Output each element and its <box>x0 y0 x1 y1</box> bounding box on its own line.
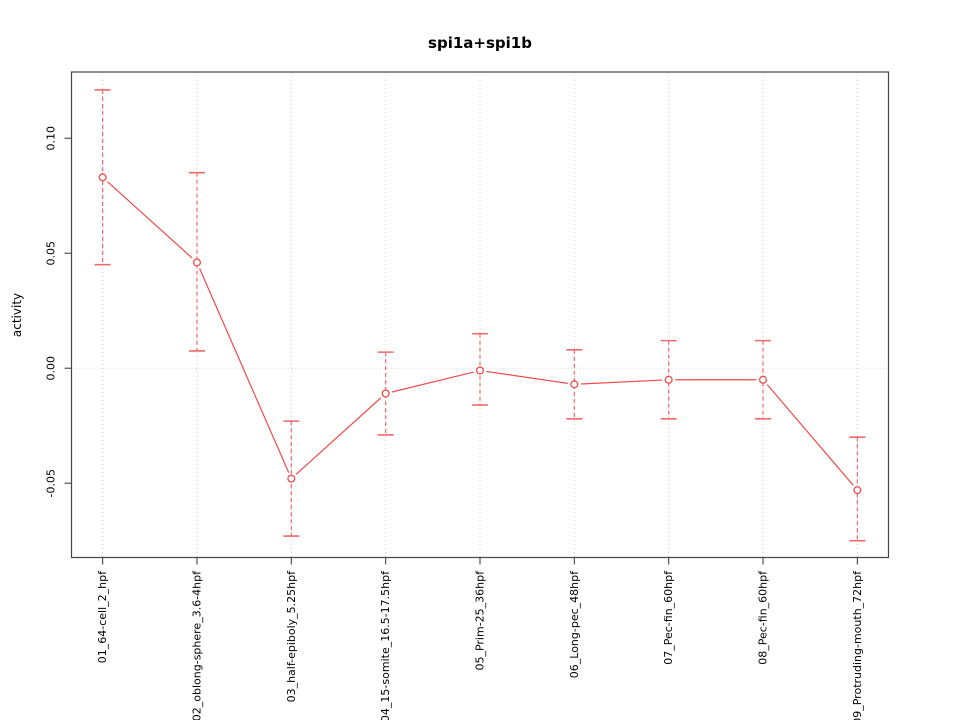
y-tick-label: -0.05 <box>45 469 58 497</box>
y-tick-label: 0.00 <box>45 356 58 381</box>
series-segment <box>766 384 854 486</box>
y-tick-labels: -0.05 0.00 0.05 0.10 <box>45 126 58 497</box>
x-tick-labels: 01_64-cell_2_hpf 02_oblong-sphere_3.6-4hp… <box>96 570 864 720</box>
data-point-marker <box>98 173 107 182</box>
data-point-marker <box>287 474 296 483</box>
x-tick-label: 04_15-somite_16.5-17.5hpf <box>379 570 392 720</box>
y-tick-label: 0.05 <box>45 241 58 266</box>
data-point-marker <box>381 389 390 398</box>
data-point-marker <box>475 366 485 375</box>
chart-title: spi1a+spi1b <box>428 34 532 52</box>
data-point-marker <box>192 258 202 267</box>
x-tick-label: 08_Pec-fin_60hpf <box>757 570 770 665</box>
series-segment <box>580 379 663 385</box>
x-tick-label: 06_Long-pec_48hpf <box>568 570 581 678</box>
series-segment <box>107 181 193 259</box>
series-segment <box>486 370 568 384</box>
data-point-marker <box>853 486 862 495</box>
y-tick-label: 0.10 <box>45 126 58 151</box>
data-point-marker <box>570 380 579 389</box>
gridlines <box>71 72 889 558</box>
data-point-marker <box>664 375 673 384</box>
series-segment <box>199 268 290 473</box>
x-tick-label: 09_Protruding-mouth_72hpf <box>851 570 864 720</box>
series-segment <box>295 397 382 475</box>
series-segment <box>391 371 474 393</box>
x-tick-label: 03_half-epiboly_5.25hpf <box>285 570 298 703</box>
axis-ticks <box>64 137 858 565</box>
y-axis-label: activity <box>10 293 24 337</box>
x-tick-label: 02_oblong-sphere_3.6-4hpf <box>190 570 203 720</box>
x-tick-label: 07_Pec-fin_60hpf <box>662 570 675 665</box>
data-point-marker <box>758 375 768 384</box>
data-series <box>94 89 866 542</box>
x-tick-label: 01_64-cell_2_hpf <box>96 570 109 663</box>
x-tick-label: 05_Prim-25_36hpf <box>474 570 487 671</box>
